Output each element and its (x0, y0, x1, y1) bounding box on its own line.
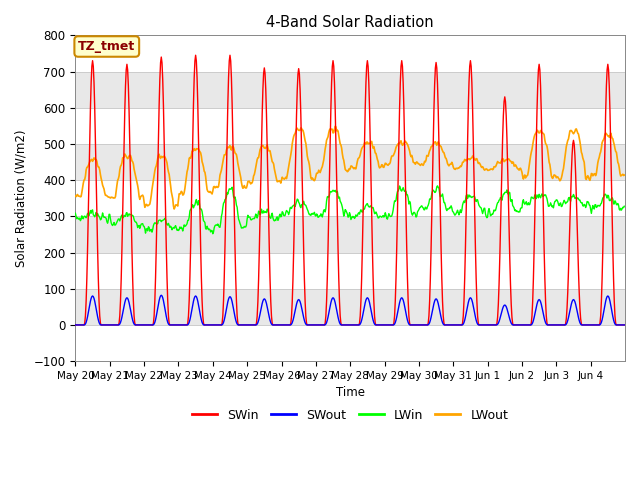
Text: TZ_tmet: TZ_tmet (78, 40, 136, 53)
Legend: SWin, SWout, LWin, LWout: SWin, SWout, LWin, LWout (187, 404, 513, 427)
X-axis label: Time: Time (336, 386, 365, 399)
Bar (76, 325, 625, 361)
Bar (76, 216, 625, 252)
Bar (76, 289, 625, 325)
Bar (76, 36, 625, 72)
Bar (76, 72, 625, 108)
Y-axis label: Solar Radiation (W/m2): Solar Radiation (W/m2) (15, 130, 28, 267)
Bar (76, 180, 625, 216)
Bar (76, 252, 625, 289)
Bar (76, 144, 625, 180)
Bar (76, 108, 625, 144)
Title: 4-Band Solar Radiation: 4-Band Solar Radiation (266, 15, 434, 30)
